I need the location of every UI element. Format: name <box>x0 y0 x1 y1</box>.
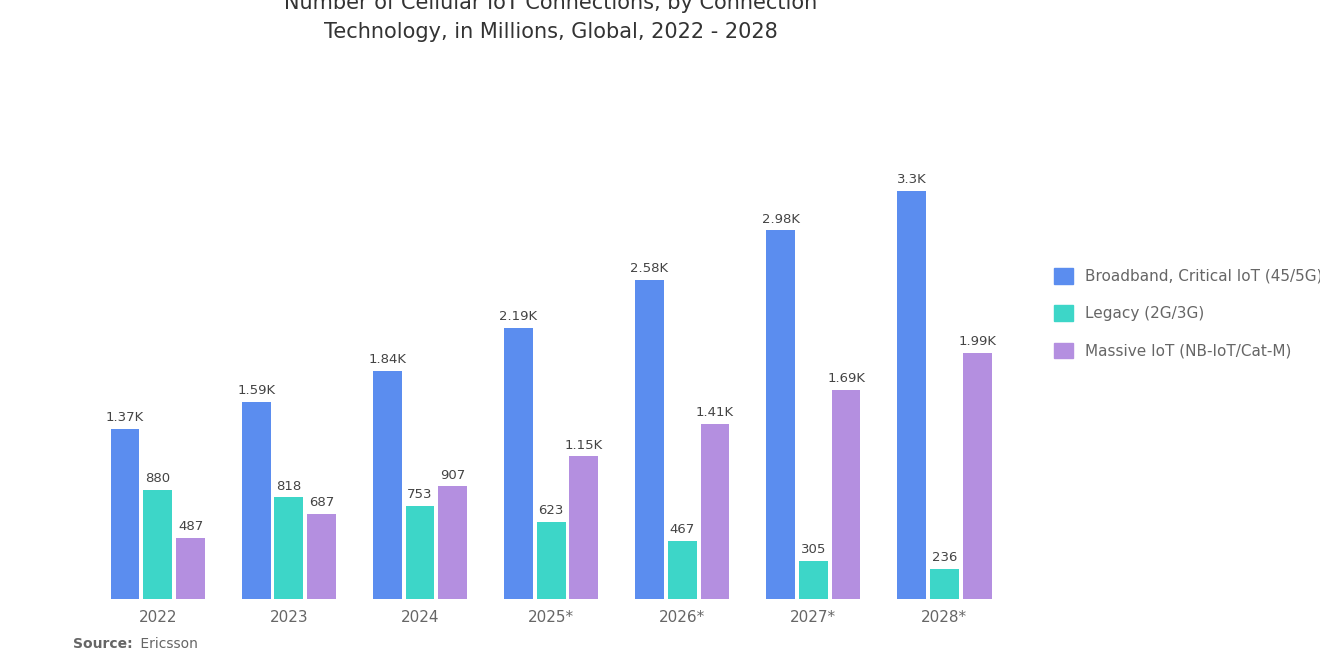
Text: Source:: Source: <box>73 637 132 652</box>
Bar <box>405 505 434 598</box>
Text: 623: 623 <box>539 503 564 517</box>
Bar <box>242 402 271 598</box>
Bar <box>668 541 697 598</box>
Bar <box>438 487 467 598</box>
Text: Ericsson: Ericsson <box>136 637 198 652</box>
Text: 236: 236 <box>932 551 957 565</box>
Text: 1.37K: 1.37K <box>106 412 144 424</box>
Text: 687: 687 <box>309 495 334 509</box>
Bar <box>569 456 598 598</box>
Bar <box>537 521 565 598</box>
Bar <box>372 371 401 598</box>
Text: 818: 818 <box>276 479 301 493</box>
Text: 487: 487 <box>178 521 203 533</box>
Text: 753: 753 <box>408 487 433 501</box>
Legend: Broadband, Critical IoT (45/5G), Legacy (2G/3G), Massive IoT (NB-IoT/Cat-M): Broadband, Critical IoT (45/5G), Legacy … <box>1047 260 1320 366</box>
Text: 1.41K: 1.41K <box>696 406 734 420</box>
Text: 2.19K: 2.19K <box>499 310 537 323</box>
Text: 3.3K: 3.3K <box>896 173 927 186</box>
Text: 907: 907 <box>440 469 466 481</box>
Bar <box>799 561 828 599</box>
Text: 2.58K: 2.58K <box>631 262 668 275</box>
Bar <box>635 280 664 598</box>
Text: 1.84K: 1.84K <box>368 353 407 366</box>
Text: 880: 880 <box>145 472 170 485</box>
Bar <box>962 352 991 598</box>
Bar <box>701 424 730 598</box>
Bar <box>766 231 795 598</box>
Bar <box>111 430 140 598</box>
Bar <box>898 191 927 598</box>
Bar <box>832 390 861 598</box>
Text: 2.98K: 2.98K <box>762 213 800 225</box>
Bar <box>308 513 337 598</box>
Bar <box>931 569 958 598</box>
Title: Number of Cellular IoT Connections, by Connection
Technology, in Millions, Globa: Number of Cellular IoT Connections, by C… <box>285 0 817 42</box>
Bar <box>176 539 205 599</box>
Text: 305: 305 <box>801 543 826 556</box>
Bar <box>144 490 172 598</box>
Text: 1.59K: 1.59K <box>238 384 275 397</box>
Text: 467: 467 <box>669 523 694 536</box>
Bar <box>275 497 304 598</box>
Text: 1.69K: 1.69K <box>828 372 865 385</box>
Bar <box>504 328 533 598</box>
Text: 1.15K: 1.15K <box>565 438 603 452</box>
Text: 1.99K: 1.99K <box>958 334 997 348</box>
